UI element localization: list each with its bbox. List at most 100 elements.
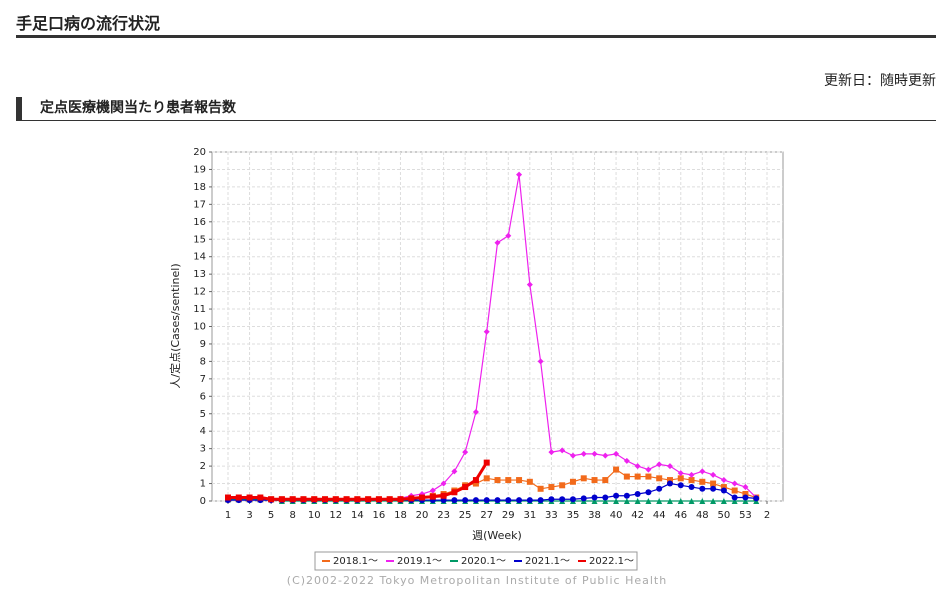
point: [742, 484, 749, 491]
y-tick-label: 18: [193, 182, 206, 193]
point: [699, 485, 706, 492]
point: [688, 484, 695, 491]
point: [559, 447, 566, 454]
point: [440, 480, 447, 487]
point: [623, 457, 630, 464]
point: [677, 475, 684, 482]
x-tick-label: 10: [308, 510, 321, 521]
y-tick-label: 14: [193, 252, 206, 263]
point: [548, 484, 555, 491]
point: [354, 496, 361, 503]
y-tick-label: 3: [200, 444, 206, 455]
point: [731, 487, 738, 494]
point: [688, 477, 695, 484]
point: [569, 478, 576, 485]
point: [343, 496, 350, 503]
point: [472, 480, 479, 487]
point: [483, 497, 490, 504]
point: [666, 463, 673, 470]
point: [505, 232, 512, 239]
point: [645, 473, 652, 480]
point: [235, 494, 242, 501]
point: [429, 493, 436, 500]
title-rule: [16, 35, 936, 38]
point: [505, 477, 512, 484]
point: [483, 475, 490, 482]
y-tick-label: 13: [193, 269, 206, 280]
point: [365, 496, 372, 503]
point: [322, 496, 329, 503]
x-tick-label: 18: [394, 510, 407, 521]
x-tick-label: 23: [437, 510, 450, 521]
point: [634, 473, 641, 480]
x-tick-label: 35: [567, 510, 580, 521]
y-tick-label: 6: [200, 391, 206, 402]
point: [386, 496, 393, 503]
x-tick-label: 3: [246, 510, 252, 521]
point: [634, 498, 641, 504]
point: [666, 477, 673, 484]
x-tick-label: 33: [545, 510, 558, 521]
x-tick-label: 50: [718, 510, 731, 521]
point: [494, 239, 501, 246]
point: [634, 463, 641, 470]
y-tick-label: 7: [200, 374, 206, 385]
y-tick-label: 15: [193, 234, 206, 245]
x-tick-label: 8: [289, 510, 295, 521]
point: [516, 171, 523, 178]
point: [580, 495, 587, 502]
point: [720, 477, 727, 484]
point: [419, 494, 426, 501]
point: [688, 498, 695, 504]
point: [494, 497, 501, 504]
point: [526, 497, 533, 504]
point: [408, 495, 415, 502]
point: [559, 496, 566, 503]
point: [580, 475, 587, 482]
point: [462, 484, 469, 491]
y-tick-label: 20: [193, 147, 206, 158]
point: [483, 328, 490, 335]
y-tick-label: 0: [200, 496, 206, 507]
point: [645, 466, 652, 473]
point: [613, 450, 620, 457]
y-tick-label: 12: [193, 287, 206, 298]
legend-box: [314, 551, 638, 571]
point: [688, 471, 695, 478]
point: [591, 450, 598, 457]
point: [656, 475, 663, 482]
point: [505, 497, 512, 504]
point: [613, 492, 620, 499]
point: [451, 497, 458, 504]
point: [656, 485, 663, 492]
point: [699, 478, 706, 485]
point: [677, 470, 684, 477]
point: [645, 498, 652, 504]
point: [591, 494, 598, 501]
point: [300, 496, 307, 503]
point: [451, 468, 458, 475]
y-tick-label: 8: [200, 356, 206, 367]
point: [494, 477, 501, 484]
point: [278, 496, 285, 503]
point: [375, 496, 382, 503]
point: [623, 492, 630, 499]
point: [753, 495, 760, 502]
point: [472, 409, 479, 416]
credit: (C)2002-2022 Tokyo Metropolitan Institut…: [287, 574, 667, 587]
point: [580, 450, 587, 457]
point: [634, 491, 641, 498]
x-axis-label: 週(Week): [472, 529, 522, 542]
point: [731, 480, 738, 487]
point: [710, 498, 717, 504]
point: [548, 449, 555, 456]
point: [645, 489, 652, 496]
x-tick-label: 29: [502, 510, 515, 521]
point: [602, 452, 609, 459]
point: [483, 459, 490, 466]
x-tick-label: 5: [268, 510, 274, 521]
point: [720, 484, 727, 491]
point: [472, 497, 479, 504]
point: [429, 487, 436, 494]
x-tick-label: 12: [329, 510, 342, 521]
